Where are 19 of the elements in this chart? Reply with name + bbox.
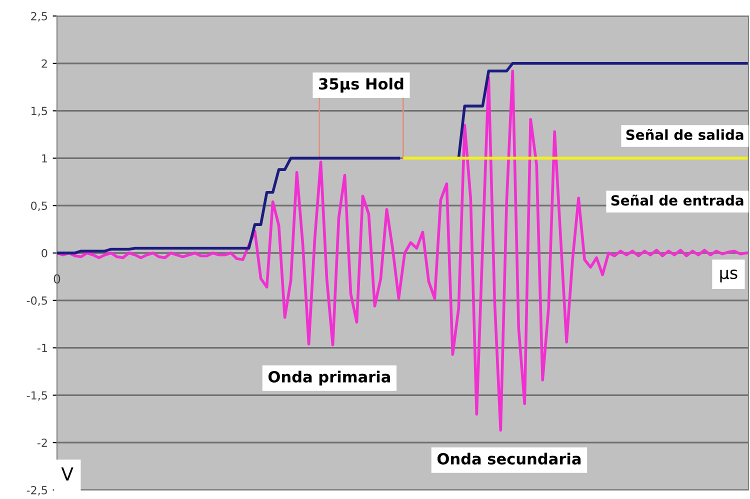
annotation: 0 [54,274,60,284]
annotation: 35µs Hold [319,78,404,93]
y-tick-label: -0,5 [26,296,48,306]
annotation: Onda secundaria [437,452,581,465]
y-tick-label: 0,5 [31,202,47,212]
text: Señal de entrada [611,194,744,206]
y-tick-label: -1 [37,344,47,352]
y-tick-label: -1,5 [26,391,48,401]
y-tick-label: 0 [42,248,48,258]
x-axis-title: µs [720,270,738,282]
y-tick-label: -2,5 [26,486,48,496]
y-tick-label: 1 [42,154,47,162]
y-tick-label: 1,5 [32,106,47,116]
y-tick-label: 2,5 [31,12,47,22]
annotation: Onda primaria [268,370,390,386]
y-tick-label: 2 [42,59,47,68]
y-tick-label: -2 [37,438,47,447]
series-label: Señal de salida [626,129,744,140]
y-axis-title: V [61,467,74,481]
